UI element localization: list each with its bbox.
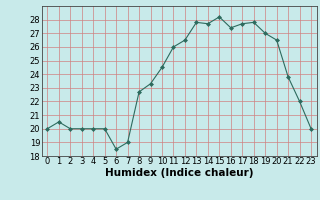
X-axis label: Humidex (Indice chaleur): Humidex (Indice chaleur) bbox=[105, 168, 253, 178]
